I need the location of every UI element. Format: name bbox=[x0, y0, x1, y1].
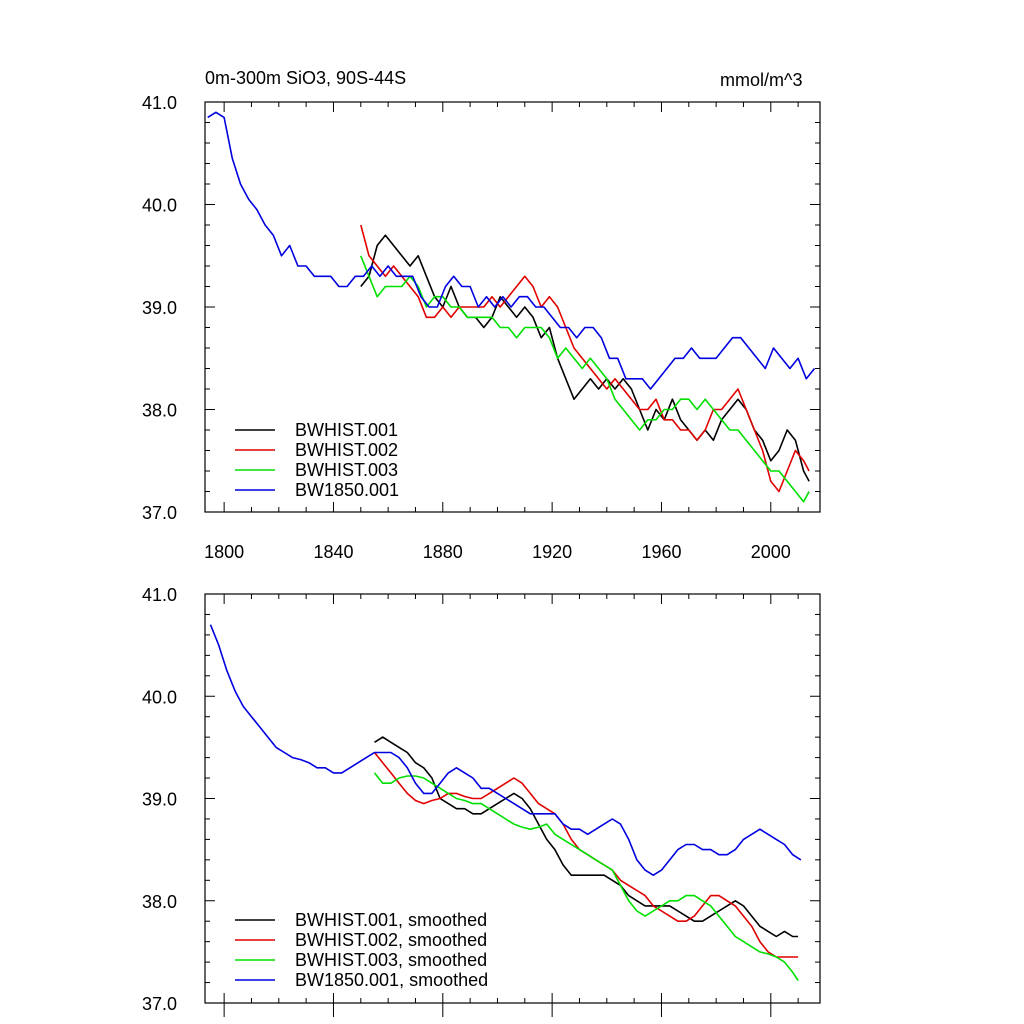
panel-top: 37.0 38.0 39.0 40.0 41.0 1800 1840 1880 1920 1960… bbox=[142, 93, 821, 562]
series-line bbox=[374, 736, 799, 938]
x-tick-label: 1840 bbox=[313, 542, 353, 562]
x-tick-label: 2000 bbox=[751, 542, 791, 562]
x-tick-label: 1880 bbox=[423, 542, 463, 562]
series-line bbox=[373, 772, 799, 981]
legend-label: BWHIST.003 bbox=[295, 460, 398, 480]
units-label: mmol/m^3 bbox=[720, 70, 803, 90]
legend-label: BWHIST.001, smoothed bbox=[295, 910, 487, 930]
y-tick-label: 40.0 bbox=[142, 196, 177, 216]
y-tick-label: 39.0 bbox=[142, 298, 177, 318]
series-line bbox=[209, 624, 802, 877]
panel-bottom: 37.0 38.0 39.0 40.0 41.0 BWHIST.001, smoothed… bbox=[142, 585, 821, 1017]
series-line bbox=[207, 111, 816, 390]
legend-label: BWHIST.002, smoothed bbox=[295, 930, 487, 950]
y-tick-label: 37.0 bbox=[142, 994, 177, 1014]
x-tick-label: 1920 bbox=[532, 542, 572, 562]
y-tick-label: 37.0 bbox=[142, 503, 177, 523]
y-tick-label: 41.0 bbox=[142, 93, 177, 113]
legend-label: BW1850.001 bbox=[295, 480, 399, 500]
x-tick-label: 1960 bbox=[641, 542, 681, 562]
series-line bbox=[360, 255, 810, 503]
series-line bbox=[360, 234, 810, 482]
legend-label: BWHIST.003, smoothed bbox=[295, 950, 487, 970]
y-tick-label: 38.0 bbox=[142, 401, 177, 421]
x-tick-label: 1800 bbox=[204, 542, 244, 562]
y-tick-label: 41.0 bbox=[142, 585, 177, 605]
y-tick-label: 40.0 bbox=[142, 687, 177, 707]
legend-label: BW1850.001, smoothed bbox=[295, 970, 488, 990]
series-line bbox=[360, 224, 810, 493]
y-tick-label: 39.0 bbox=[142, 790, 177, 810]
chart-title: 0m-300m SiO3, 90S-44S bbox=[205, 68, 407, 88]
y-tick-label: 38.0 bbox=[142, 892, 177, 912]
legend-label: BWHIST.001 bbox=[295, 420, 398, 440]
legend-label: BWHIST.002 bbox=[295, 440, 398, 460]
